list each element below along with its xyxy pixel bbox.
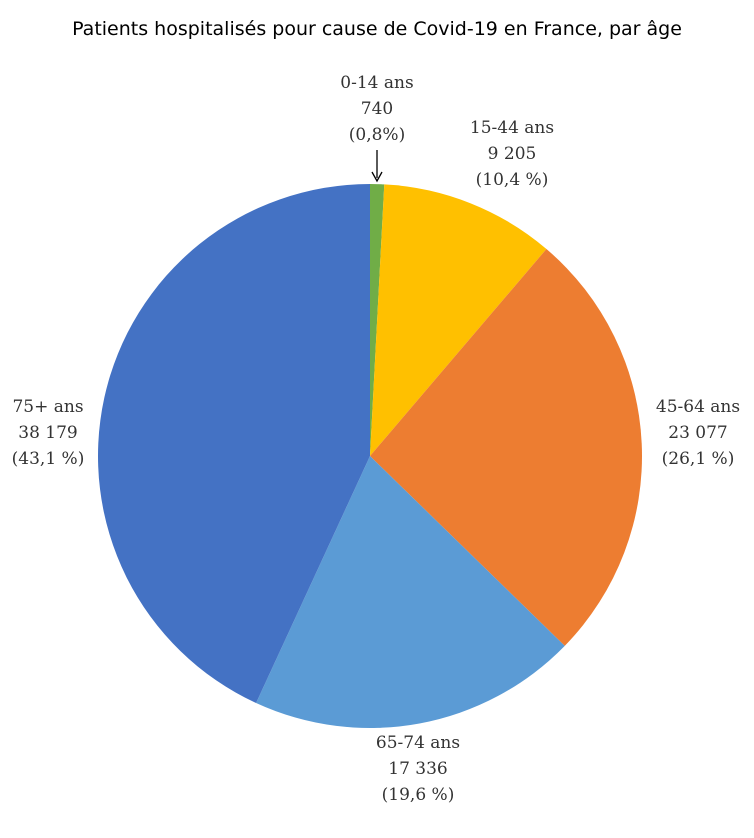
- chart-title: Patients hospitalisés pour cause de Covi…: [72, 18, 682, 40]
- pie-slice: [97, 184, 370, 703]
- slice-category-label: 65-74 ans: [376, 733, 460, 753]
- slice-value-label: 9 205: [488, 144, 537, 164]
- pie-slice: [256, 456, 565, 729]
- slice-percent-label: (0,8%): [349, 125, 405, 145]
- slice-category-label: 15-44 ans: [470, 118, 554, 138]
- slice-percent-label: (19,6 %): [382, 785, 455, 805]
- slice-percent-label: (43,1 %): [12, 449, 85, 469]
- pie-slice: [370, 184, 385, 456]
- arrow-head: [371, 171, 383, 183]
- slice-category-label: 0-14 ans: [340, 73, 413, 93]
- slice-value-label: 23 077: [668, 423, 727, 443]
- slice-percent-label: (10,4 %): [476, 170, 549, 190]
- slice-percent-label: (26,1 %): [662, 449, 735, 469]
- pie-slice: [370, 248, 642, 646]
- slice-category-label: 45-64 ans: [656, 397, 740, 417]
- pie-slice: [370, 184, 547, 456]
- slice-value-label: 17 336: [388, 759, 447, 779]
- slice-value-label: 38 179: [18, 423, 77, 443]
- slice-category-label: 75+ ans: [12, 397, 83, 417]
- slice-value-label: 740: [361, 99, 393, 119]
